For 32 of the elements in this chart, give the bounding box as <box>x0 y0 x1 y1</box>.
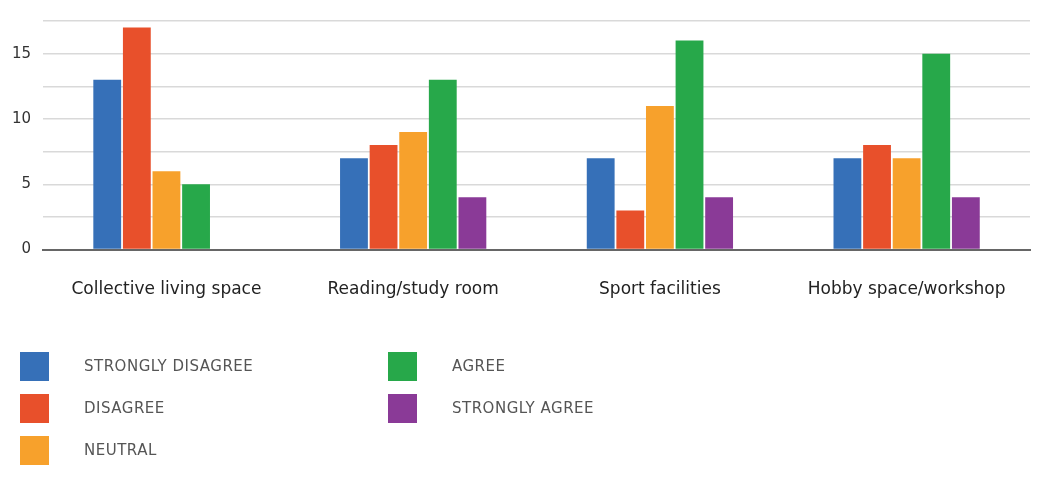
y-tick-label: 15 <box>11 43 32 62</box>
y-tick-label: 5 <box>21 174 32 193</box>
x-tick-label: Hobby space/workshop <box>807 278 1006 299</box>
legend-label: DISAGREE <box>84 398 165 419</box>
y-tick-label: 10 <box>11 108 32 127</box>
bar <box>645 105 674 249</box>
bar <box>428 79 457 249</box>
legend-label: STRONGLY AGREE <box>452 398 595 419</box>
bar <box>122 27 151 249</box>
bar <box>616 210 645 249</box>
bar <box>863 145 891 249</box>
y-tick-label: 0 <box>21 239 32 258</box>
bar <box>458 197 487 249</box>
bar <box>182 184 210 249</box>
bar <box>675 40 704 249</box>
bar <box>922 53 951 249</box>
bar <box>586 158 615 249</box>
bar <box>152 171 181 249</box>
bar <box>369 145 398 249</box>
bar <box>892 158 921 249</box>
legend-label: STRONGLY DISAGREE <box>84 356 254 377</box>
legend-label: NEUTRAL <box>84 440 157 461</box>
x-tick-label: Collective living space <box>71 278 262 299</box>
bar <box>705 197 734 249</box>
x-tick-label: Sport facilities <box>599 278 721 299</box>
bar <box>93 79 122 249</box>
bar <box>951 197 980 249</box>
legend-label: AGREE <box>452 356 506 377</box>
bar <box>340 158 368 249</box>
x-tick-label: Reading/study room <box>327 278 499 299</box>
bar <box>399 132 428 249</box>
bar <box>833 158 862 249</box>
